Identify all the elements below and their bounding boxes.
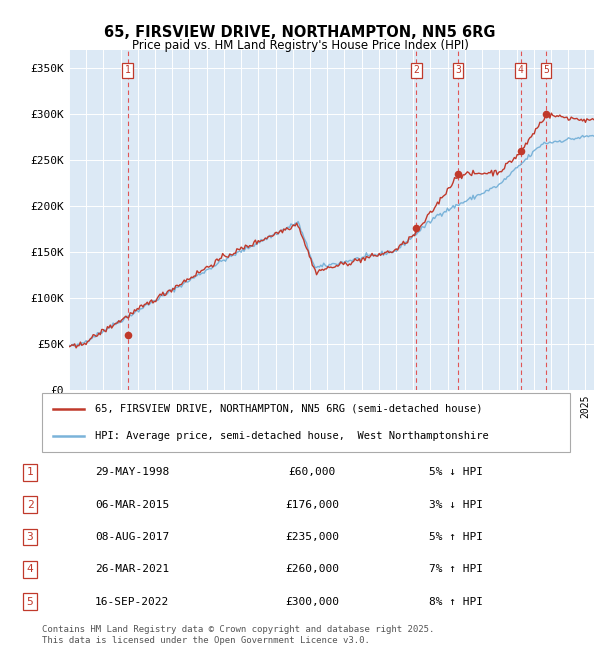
Text: 3% ↓ HPI: 3% ↓ HPI bbox=[429, 500, 483, 510]
Text: 4: 4 bbox=[26, 564, 34, 575]
Text: 5: 5 bbox=[26, 597, 34, 607]
Text: 3: 3 bbox=[455, 65, 461, 75]
Text: 4: 4 bbox=[518, 65, 523, 75]
Text: £60,000: £60,000 bbox=[289, 467, 335, 477]
Text: 16-SEP-2022: 16-SEP-2022 bbox=[95, 597, 169, 607]
Text: 06-MAR-2015: 06-MAR-2015 bbox=[95, 500, 169, 510]
Text: Contains HM Land Registry data © Crown copyright and database right 2025.
This d: Contains HM Land Registry data © Crown c… bbox=[42, 625, 434, 645]
Text: £260,000: £260,000 bbox=[285, 564, 339, 575]
Text: Price paid vs. HM Land Registry's House Price Index (HPI): Price paid vs. HM Land Registry's House … bbox=[131, 39, 469, 52]
Text: 29-MAY-1998: 29-MAY-1998 bbox=[95, 467, 169, 477]
Point bbox=[123, 330, 133, 340]
Text: 2: 2 bbox=[413, 65, 419, 75]
Text: £176,000: £176,000 bbox=[285, 500, 339, 510]
Text: 3: 3 bbox=[26, 532, 34, 542]
Text: 5% ↑ HPI: 5% ↑ HPI bbox=[429, 532, 483, 542]
Text: 26-MAR-2021: 26-MAR-2021 bbox=[95, 564, 169, 575]
Text: 5% ↓ HPI: 5% ↓ HPI bbox=[429, 467, 483, 477]
Text: 7% ↑ HPI: 7% ↑ HPI bbox=[429, 564, 483, 575]
Text: 8% ↑ HPI: 8% ↑ HPI bbox=[429, 597, 483, 607]
Text: 65, FIRSVIEW DRIVE, NORTHAMPTON, NN5 6RG (semi-detached house): 65, FIRSVIEW DRIVE, NORTHAMPTON, NN5 6RG… bbox=[95, 404, 482, 414]
Point bbox=[541, 109, 551, 120]
Text: 65, FIRSVIEW DRIVE, NORTHAMPTON, NN5 6RG: 65, FIRSVIEW DRIVE, NORTHAMPTON, NN5 6RG bbox=[104, 25, 496, 40]
Text: 5: 5 bbox=[543, 65, 549, 75]
Text: 1: 1 bbox=[26, 467, 34, 477]
FancyBboxPatch shape bbox=[42, 393, 570, 452]
Point bbox=[516, 146, 526, 156]
Text: 2: 2 bbox=[26, 500, 34, 510]
Text: £235,000: £235,000 bbox=[285, 532, 339, 542]
Text: HPI: Average price, semi-detached house,  West Northamptonshire: HPI: Average price, semi-detached house,… bbox=[95, 431, 488, 441]
Point bbox=[453, 169, 463, 179]
Point bbox=[412, 223, 421, 233]
Text: 08-AUG-2017: 08-AUG-2017 bbox=[95, 532, 169, 542]
Text: £300,000: £300,000 bbox=[285, 597, 339, 607]
Text: 1: 1 bbox=[125, 65, 131, 75]
